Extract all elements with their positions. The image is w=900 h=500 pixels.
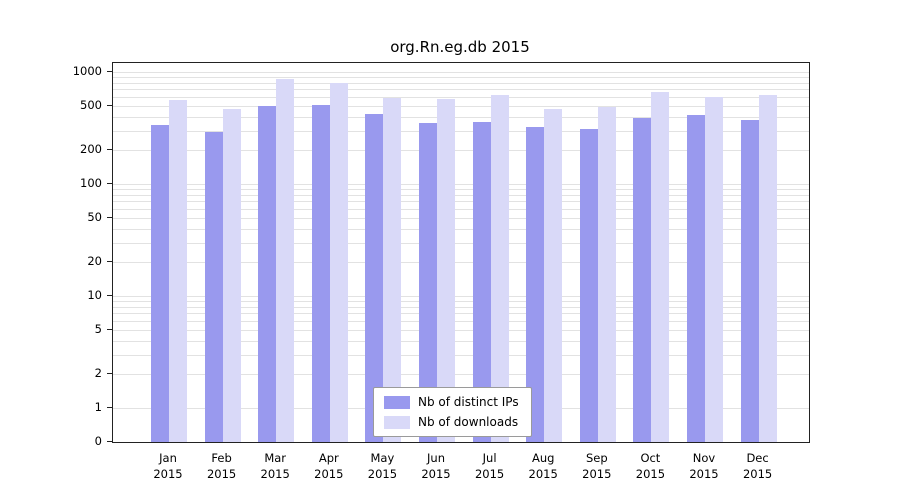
gridline bbox=[113, 130, 809, 132]
bar-downloads bbox=[276, 78, 295, 442]
bar-distinct-ips bbox=[151, 124, 169, 442]
gridline bbox=[113, 105, 809, 107]
x-tick-label: Nov 2015 bbox=[689, 451, 719, 481]
y-tick-label: 200 bbox=[80, 142, 102, 157]
x-tick-label: May 2015 bbox=[367, 451, 398, 481]
gridline bbox=[113, 320, 809, 322]
bar-downloads bbox=[329, 82, 348, 442]
bar-downloads bbox=[597, 106, 616, 442]
bar-distinct-ips bbox=[311, 104, 330, 442]
legend-swatch-distinct-ips-icon bbox=[384, 395, 410, 409]
bar-downloads bbox=[383, 97, 402, 442]
gridline bbox=[113, 194, 809, 196]
y-tick-mark bbox=[107, 407, 112, 408]
bar-distinct-ips bbox=[472, 121, 491, 442]
bar-distinct-ips bbox=[258, 105, 277, 442]
gridline bbox=[113, 228, 809, 230]
gridline bbox=[113, 242, 809, 244]
bar-downloads bbox=[651, 92, 670, 442]
x-tick-label: Apr 2015 bbox=[314, 451, 344, 481]
gridline bbox=[113, 301, 809, 303]
gridline bbox=[113, 296, 809, 297]
gridline bbox=[113, 354, 809, 356]
y-tick-label: 10 bbox=[87, 288, 102, 302]
y-tick-label: 100 bbox=[80, 176, 102, 190]
gridline bbox=[113, 329, 809, 331]
y-tick-mark bbox=[107, 104, 112, 106]
bar-distinct-ips bbox=[526, 127, 545, 442]
x-tick-label: Jun 2015 bbox=[421, 451, 451, 481]
bar-distinct-ips bbox=[633, 117, 652, 442]
bar-downloads bbox=[705, 96, 723, 442]
plot-area: Nb of distinct IPs Nb of downloads bbox=[112, 62, 810, 443]
x-tick-label: Sep 2015 bbox=[582, 451, 612, 481]
gridline bbox=[113, 306, 809, 308]
chart-title: org.Rn.eg.db 2015 bbox=[390, 38, 530, 56]
y-tick-label: 50 bbox=[87, 209, 102, 224]
bar-distinct-ips bbox=[204, 132, 223, 442]
y-tick-label: 20 bbox=[87, 254, 102, 269]
bar-distinct-ips bbox=[419, 123, 437, 442]
y-tick-mark bbox=[107, 441, 112, 442]
y-tick-label: 500 bbox=[80, 97, 102, 112]
bar-downloads bbox=[169, 100, 187, 442]
gridline bbox=[113, 116, 809, 118]
x-tick-label: Jan 2015 bbox=[153, 451, 183, 481]
y-tick-label: 1 bbox=[94, 400, 102, 414]
gridline bbox=[113, 313, 809, 315]
x-tick-label: Feb 2015 bbox=[206, 451, 237, 481]
bar-distinct-ips bbox=[740, 120, 759, 442]
legend-item-distinct-ips: Nb of distinct IPs bbox=[384, 395, 519, 409]
gridline bbox=[113, 208, 809, 210]
y-tick-mark bbox=[107, 149, 112, 151]
y-tick-label: 2 bbox=[94, 366, 102, 381]
y-tick-mark bbox=[107, 328, 112, 330]
y-tick-label: 0 bbox=[94, 434, 102, 448]
legend-label-distinct-ips: Nb of distinct IPs bbox=[418, 395, 519, 409]
bar-downloads bbox=[437, 98, 455, 442]
gridline bbox=[113, 201, 809, 203]
y-tick-mark bbox=[107, 183, 112, 184]
bar-distinct-ips bbox=[687, 115, 705, 442]
gridline bbox=[113, 340, 809, 342]
y-tick-mark bbox=[107, 71, 112, 72]
gridline bbox=[113, 77, 809, 79]
x-tick-label: Dec 2015 bbox=[742, 451, 773, 481]
bar-downloads bbox=[222, 108, 241, 442]
y-tick-mark bbox=[107, 216, 112, 218]
x-tick-label: Mar 2015 bbox=[260, 451, 290, 481]
gridline bbox=[113, 217, 809, 219]
x-tick-label: Aug 2015 bbox=[528, 451, 558, 481]
gridline bbox=[113, 72, 809, 73]
bar-downloads bbox=[544, 108, 563, 442]
gridline bbox=[113, 184, 809, 185]
gridline bbox=[113, 96, 809, 98]
y-tick-mark bbox=[107, 373, 112, 375]
y-tick-mark bbox=[107, 295, 112, 296]
legend-item-downloads: Nb of downloads bbox=[384, 415, 519, 429]
gridline bbox=[113, 189, 809, 191]
gridline bbox=[113, 150, 809, 152]
legend: Nb of distinct IPs Nb of downloads bbox=[373, 387, 532, 437]
y-tick-label: 1000 bbox=[72, 64, 102, 78]
x-tick-label: Jul 2015 bbox=[474, 451, 505, 481]
y-tick-label: 5 bbox=[94, 321, 102, 336]
legend-swatch-downloads-icon bbox=[384, 415, 410, 429]
gridline bbox=[113, 262, 809, 264]
bar-downloads bbox=[490, 95, 509, 442]
y-tick-mark bbox=[107, 261, 112, 263]
legend-label-downloads: Nb of downloads bbox=[418, 415, 519, 429]
x-tick-label: Oct 2015 bbox=[635, 451, 666, 481]
gridline bbox=[113, 89, 809, 91]
bar-distinct-ips bbox=[579, 129, 598, 442]
gridline bbox=[113, 374, 809, 376]
gridline bbox=[113, 82, 809, 84]
bar-downloads bbox=[758, 95, 777, 442]
bar-distinct-ips bbox=[365, 114, 384, 442]
